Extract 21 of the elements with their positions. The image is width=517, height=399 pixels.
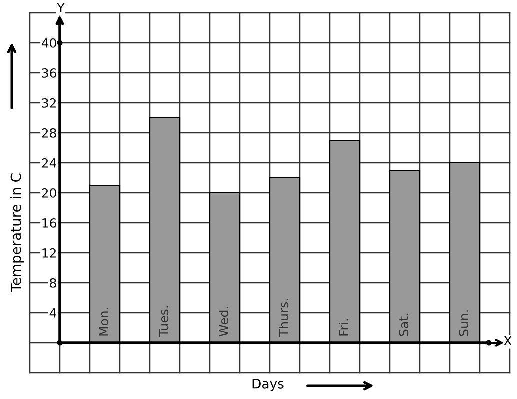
x-tick-label: Sun. [459,310,469,336]
y-tick-label: 4 [50,308,57,318]
y-axis-title: Temperature in C [10,174,24,292]
y-tick-label: 24 [42,158,57,168]
x-tick-label: Wed. [218,307,229,337]
y-tick-label: 32 [42,98,56,108]
annotation: X [504,336,512,346]
text: Y [57,3,65,12]
y-tick-label: 16 [42,218,56,228]
y-tick-label: 12 [42,248,56,258]
y-tick-label: 20 [42,188,56,198]
x-tick-label: Fri. [338,319,348,336]
y-tick-label: 36 [42,68,56,78]
x-tick-label: Mon. [99,308,109,336]
y-tick-label: 40 [42,38,56,48]
x-tick-label: Thurs. [278,299,289,338]
x-tick-label: Sat. [399,314,409,336]
x-axis-title: Days [252,379,284,392]
y-tick-label: 28 [42,128,56,138]
y-tick-label: 8 [50,278,56,288]
x-tick-label: Tues. [159,306,169,338]
